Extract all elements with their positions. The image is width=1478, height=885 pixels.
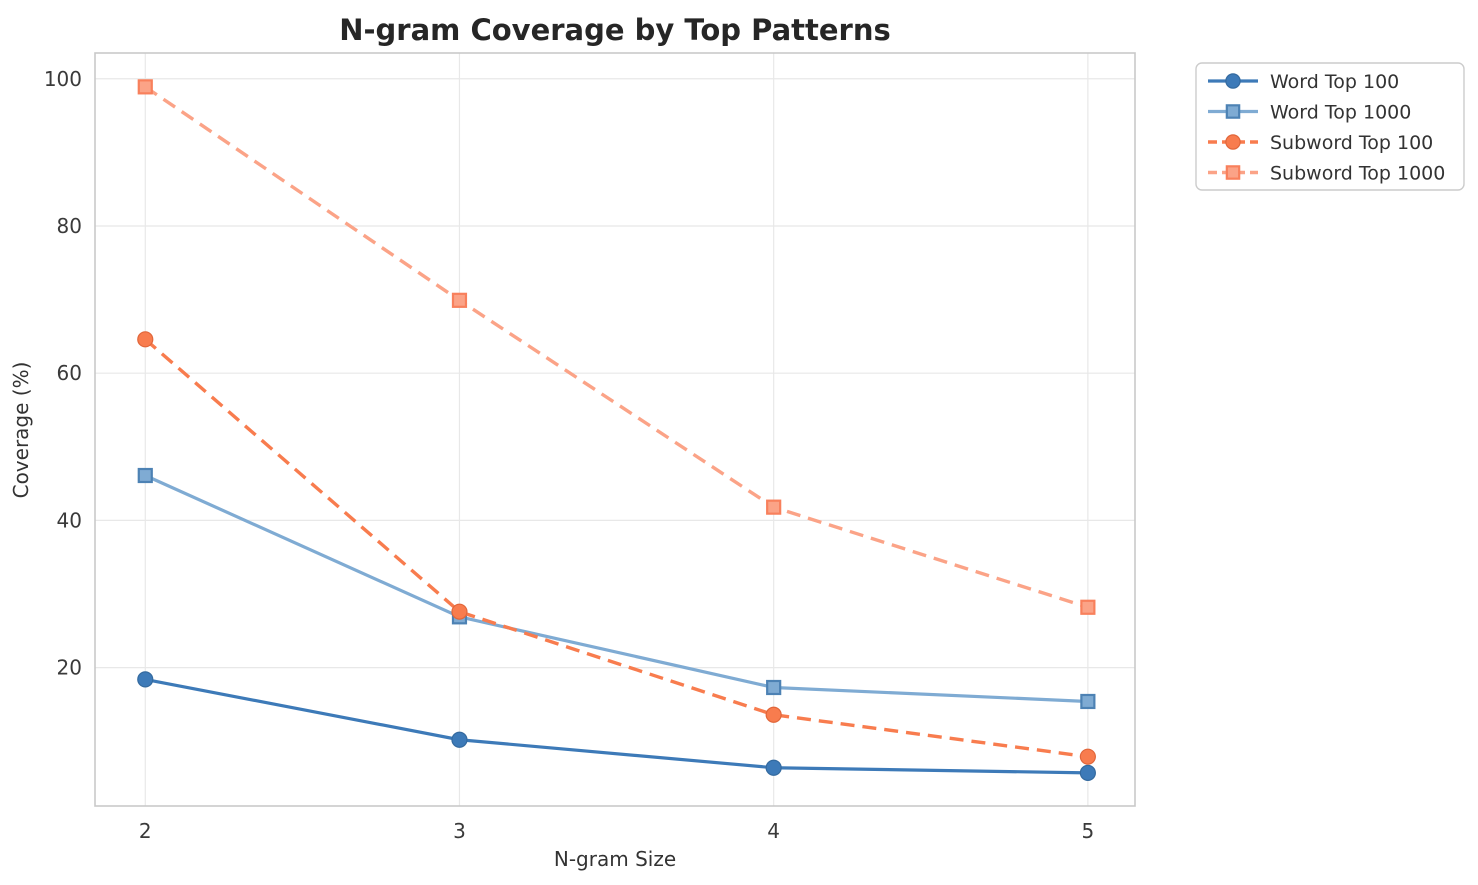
marker-circle-word-top-100 (451, 731, 468, 748)
legend-label-subword-top-100: Subword Top 100 (1270, 132, 1433, 154)
marker-circle-legend-subword-top-100 (1225, 134, 1241, 150)
marker-circle-legend-word-top-100 (1225, 73, 1241, 89)
marker-circle-word-top-100 (137, 671, 154, 688)
marker-circle-subword-top-100 (1079, 748, 1096, 765)
series-subword-top-100 (137, 331, 1096, 765)
marker-square-word-top-1000 (137, 467, 153, 484)
plot-border (94, 52, 1136, 807)
x-tick-labels: 2 3 4 5 (139, 819, 1094, 843)
marker-square-subword-top-1000 (137, 79, 153, 95)
marker-circle-word-top-100 (1079, 764, 1096, 781)
plot-area (95, 53, 1135, 806)
legend: Word Top 100 Word Top 1000 Subword Top 100… (1195, 62, 1465, 191)
y-tick-label: 100 (44, 67, 82, 91)
y-tick-label: 20 (57, 656, 82, 680)
x-tick-label: 5 (1082, 819, 1095, 843)
x-tick-label: 2 (139, 819, 152, 843)
legend-entry-subword-top-1000: Subword Top 1000 (1208, 163, 1445, 185)
marker-circle-subword-top-100 (137, 331, 154, 348)
series-subword-top-1000 (137, 79, 1096, 615)
grid-group (95, 53, 1135, 806)
y-tick-label: 60 (57, 361, 82, 385)
series-line-subword-top-1000 (144, 85, 1089, 609)
legend-entry-word-top-100: Word Top 100 (1208, 71, 1399, 93)
marker-square-subword-top-1000 (766, 499, 782, 515)
marker-square-legend-subword-top-1000 (1225, 165, 1241, 180)
marker-square-subword-top-1000 (1080, 599, 1096, 615)
marker-circle-subword-top-100 (765, 706, 782, 723)
y-tick-label: 80 (57, 214, 82, 238)
x-tick-label: 4 (767, 819, 780, 843)
marker-square-word-top-1000 (1080, 693, 1096, 710)
legend-label-word-top-100: Word Top 100 (1270, 71, 1399, 93)
legend-entry-subword-top-100: Subword Top 100 (1208, 132, 1433, 154)
legend-entries: Word Top 100 Word Top 1000 Subword Top 100… (1208, 71, 1445, 185)
y-tick-label: 40 (57, 508, 82, 532)
x-axis-label: N-gram Size (554, 847, 676, 871)
marker-square-legend-word-top-1000 (1225, 104, 1241, 119)
marker-square-word-top-1000 (766, 679, 782, 696)
series-line-subword-top-100 (144, 338, 1089, 759)
series-word-top-100 (137, 671, 1096, 781)
x-tick-label: 3 (453, 819, 466, 843)
y-tick-labels: 20 40 60 80 100 (44, 67, 82, 680)
marker-circle-subword-top-100 (451, 603, 468, 620)
series-word-top-1000 (137, 467, 1096, 710)
marker-circle-word-top-100 (765, 759, 782, 776)
legend-label-word-top-1000: Word Top 1000 (1270, 102, 1411, 124)
legend-box (1195, 62, 1465, 191)
series-line-word-top-1000 (144, 474, 1088, 704)
series-line-word-top-100 (144, 677, 1088, 775)
legend-entry-word-top-1000: Word Top 1000 (1208, 102, 1411, 124)
chart-title: N-gram Coverage by Top Patterns (339, 13, 891, 47)
series-group (137, 79, 1096, 781)
marker-square-subword-top-1000 (451, 292, 468, 308)
legend-label-subword-top-1000: Subword Top 1000 (1270, 163, 1445, 185)
y-axis-label: Coverage (%) (9, 362, 33, 499)
